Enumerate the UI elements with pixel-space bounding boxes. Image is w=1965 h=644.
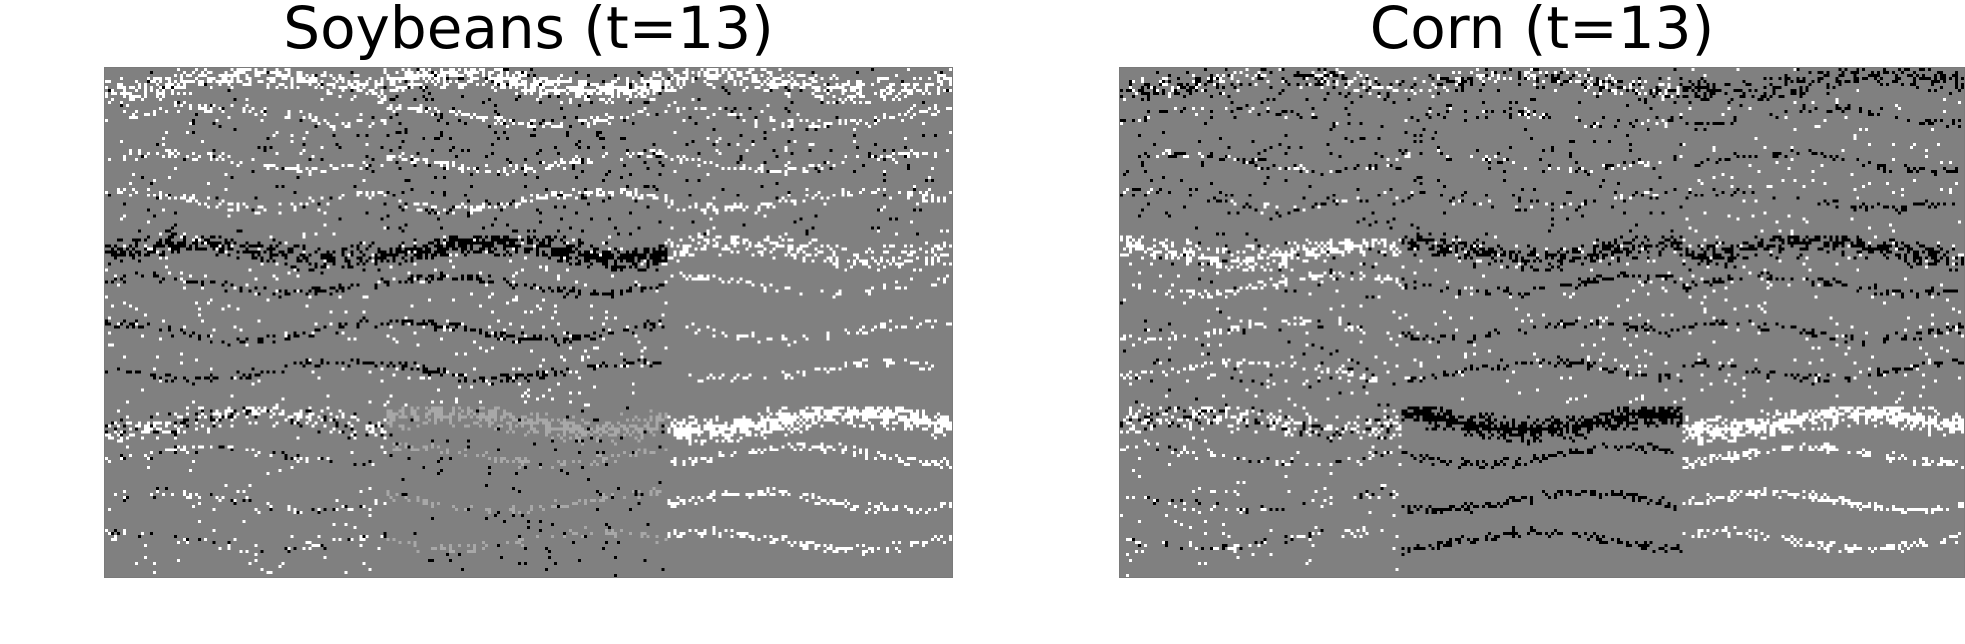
soybeans-panel-title: Soybeans (t=13) <box>104 0 953 60</box>
corn-panel-title: Corn (t=13) <box>1119 0 1965 60</box>
corn-texture-canvas <box>1120 68 1964 577</box>
corn-texture-image <box>1119 67 1965 578</box>
soybeans-texture-image <box>104 67 953 578</box>
soybeans-texture-canvas <box>105 68 952 577</box>
